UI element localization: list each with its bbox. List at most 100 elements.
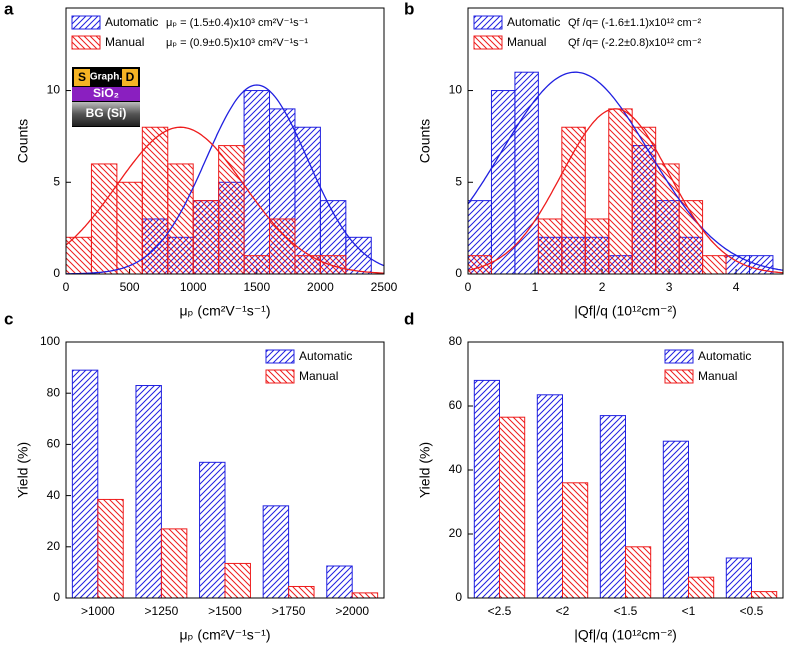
y-axis-title: Counts [15,119,31,163]
bar [473,379,500,599]
plot-frame [467,341,784,599]
y-tick-label: 5 [455,174,462,188]
fit-curve [66,84,385,275]
bar [199,461,226,599]
legend-label: Automatic [507,15,560,29]
x-tick-label: >1500 [208,604,242,618]
bar [160,528,188,599]
histogram-bar [514,71,539,275]
bar [562,482,589,599]
legend-label: Automatic [698,349,751,363]
x-tick-label: 500 [120,280,140,294]
panel: c 0 20 40 60 80 100 μₚ (cm²V⁻¹s⁻¹) Yield (%) >100… [4,309,385,643]
x-tick-label: <0.5 [740,604,764,618]
x-tick-label: 0 [63,280,70,294]
x-axis-title: |Qf|/q (10¹²cm⁻²) [574,303,677,319]
y-tick-label: 20 [47,539,61,553]
legend-fit-label: Qf /q= (-2.2±0.8)x10¹² cm⁻² [568,37,702,49]
panel-label: b [404,0,414,18]
x-tick-label: <2 [556,604,570,618]
bar [751,591,778,599]
y-tick-label: 10 [449,83,463,97]
panel-label: d [404,309,414,328]
x-tick-label: 3 [666,280,673,294]
histogram-bar [218,145,245,275]
histogram-bar [294,255,321,275]
bar [288,585,315,599]
histogram-bar [243,90,271,275]
oxide-layer [72,87,140,101]
plot-frame [467,7,784,275]
panel-label: c [4,309,13,328]
y-tick-label: 10 [47,83,61,97]
histogram-bar [561,126,586,275]
panel-label: a [4,0,14,18]
bar [536,394,563,599]
x-tick-label: <1.5 [614,604,638,618]
y-tick-label: 20 [449,526,463,540]
x-tick-label: 1000 [180,280,207,294]
y-tick-label: 40 [449,462,463,476]
plot-frame [65,7,385,275]
histogram-bar [116,181,143,275]
histogram-bar [243,255,271,275]
bar [71,369,99,599]
x-axis-title: μₚ (cm²V⁻¹s⁻¹) [179,303,270,319]
histogram-bar [65,236,92,275]
legend-fit-label: Qf /q= (-1.6±1.1)x10¹² cm⁻² [568,17,702,29]
histogram-bar [490,90,516,275]
y-tick-label: 5 [53,174,60,188]
fit-curve [467,71,784,271]
legend-swatch [664,349,694,364]
legend-label: Automatic [299,349,352,363]
y-tick-label: 80 [449,334,463,348]
x-tick-label: 2500 [371,280,398,294]
x-tick-label: <1 [682,604,696,618]
histogram-bar [269,218,296,275]
device-inset: S Graph. D SiO₂ BG (Si) [72,67,140,127]
bar [97,498,124,599]
legend-swatch [473,35,503,50]
bar [725,557,752,599]
fit-curve [65,126,384,274]
inset-label: S [78,70,86,84]
inset-label: BG (Si) [86,106,127,120]
panel: a 0 5 10 μₚ (cm²V⁻¹s⁻¹) Counts 0 500 1000 1500 200… [4,0,398,319]
bar [224,562,251,599]
bar [625,546,652,599]
x-tick-label: >1750 [272,604,306,618]
x-tick-label: 1 [532,280,539,294]
legend-swatch [664,369,694,384]
histogram-bar [537,218,563,275]
bar [351,592,379,599]
gate-layer [72,102,140,126]
y-tick-label: 100 [40,334,60,348]
bar [262,505,290,599]
histogram-bar [702,255,727,275]
legend-fit-label: μₚ = (1.5±0.4)x10³ cm²V⁻¹s⁻¹ [166,17,308,29]
histogram-bar [319,255,347,275]
histogram-bar [294,126,321,275]
x-tick-label: >1250 [145,604,179,618]
y-axis-title: Yield (%) [15,442,31,498]
bar [688,576,715,599]
y-tick-label: 0 [455,266,462,280]
x-tick-label: <2.5 [488,604,512,618]
panel: b 0 5 10 |Qf|/q (10¹²cm⁻²) Counts 0 1 2 3 4 Automat… [404,0,784,319]
legend-swatch [71,35,101,50]
bar [326,565,353,599]
y-tick-label: 60 [47,437,61,451]
histogram-bar [584,218,610,275]
inset-label: Graph. [90,72,122,83]
legend-label: Manual [507,35,546,49]
histogram-bar [90,163,118,275]
legend-swatch [265,369,295,384]
histogram-bar [167,163,194,275]
fit-curve [467,108,784,274]
y-tick-label: 0 [53,266,60,280]
inset-label: SiO₂ [93,86,119,100]
legend-label: Manual [105,35,144,49]
y-tick-label: 0 [455,590,462,604]
